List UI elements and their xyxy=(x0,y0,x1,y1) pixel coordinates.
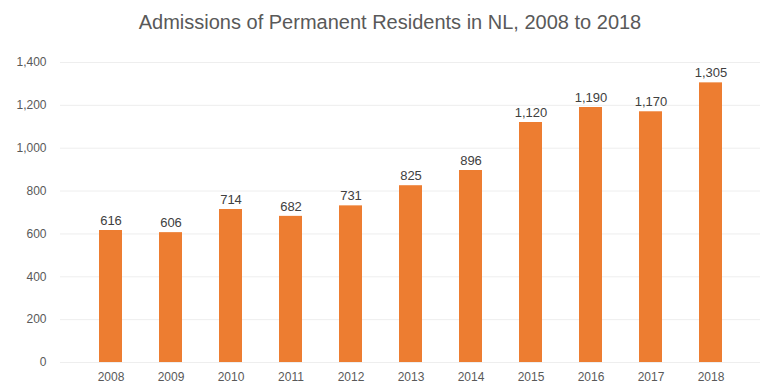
svg-text:1,305: 1,305 xyxy=(695,65,728,80)
svg-text:2009: 2009 xyxy=(158,370,185,384)
svg-text:1,170: 1,170 xyxy=(635,94,668,109)
svg-text:714: 714 xyxy=(220,192,242,207)
svg-text:2017: 2017 xyxy=(638,370,665,384)
svg-text:1,400: 1,400 xyxy=(16,55,46,69)
svg-text:682: 682 xyxy=(280,199,302,214)
svg-text:731: 731 xyxy=(340,188,362,203)
svg-text:800: 800 xyxy=(26,184,46,198)
svg-text:2015: 2015 xyxy=(518,370,545,384)
svg-text:2012: 2012 xyxy=(338,370,365,384)
svg-text:1,000: 1,000 xyxy=(16,141,46,155)
svg-text:2011: 2011 xyxy=(278,370,304,384)
html-text:Admissions of Permanent Reside: Admissions of Permanent Residents in NL,… xyxy=(138,11,642,33)
svg-text:0: 0 xyxy=(40,355,47,369)
svg-text:1,120: 1,120 xyxy=(515,105,548,120)
svg-text:2016: 2016 xyxy=(578,370,605,384)
svg-text:400: 400 xyxy=(26,270,46,284)
svg-text:2013: 2013 xyxy=(398,370,425,384)
svg-text:200: 200 xyxy=(26,312,46,326)
svg-text:825: 825 xyxy=(400,168,422,183)
svg-text:896: 896 xyxy=(460,153,482,168)
svg-text:600: 600 xyxy=(26,227,46,241)
svg-text:2010: 2010 xyxy=(218,370,245,384)
svg-text:1,200: 1,200 xyxy=(16,98,46,112)
svg-text:616: 616 xyxy=(100,213,122,228)
svg-text:606: 606 xyxy=(160,215,182,230)
svg-text:2008: 2008 xyxy=(98,370,125,384)
svg-text:1,190: 1,190 xyxy=(575,90,608,105)
svg-text:2018: 2018 xyxy=(698,370,725,384)
svg-text:2014: 2014 xyxy=(458,370,485,384)
